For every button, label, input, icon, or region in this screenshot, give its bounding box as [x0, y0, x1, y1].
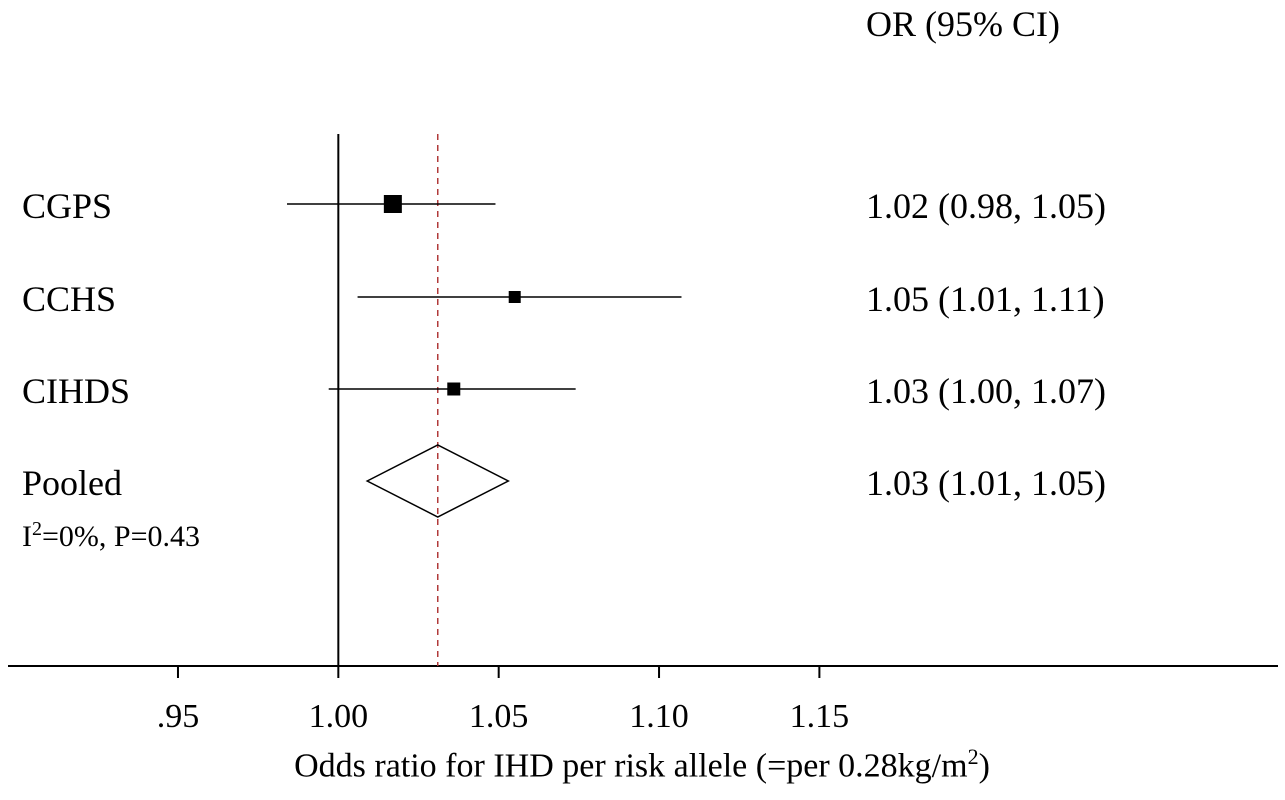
point-estimate-cchs: [508, 291, 521, 303]
axes: [8, 134, 1278, 678]
study-label-pooled: Pooled: [22, 463, 123, 503]
study-label-cgps: CGPS: [22, 186, 113, 226]
marks: [287, 195, 682, 518]
x-tick-label: 1.10: [629, 698, 689, 735]
x-axis-label-main: Odds ratio for IHD per risk allele (=per…: [294, 747, 968, 785]
heterogeneity-label: I2=0%, P=0.43: [22, 519, 200, 552]
point-estimate-cgps: [383, 195, 402, 213]
het-superscript: 2: [32, 518, 42, 540]
ci-text-pooled: 1.03 (1.01, 1.05): [866, 463, 1106, 503]
x-tick-label: .95: [156, 698, 200, 735]
ci-text-cgps: 1.02 (0.98, 1.05): [866, 186, 1106, 226]
x-axis-label-superscript: 2: [967, 744, 979, 769]
study-label-cchs: CCHS: [22, 279, 117, 319]
x-tick-label: 1.05: [468, 698, 529, 735]
het-suffix: =0%, P=0.43: [42, 520, 201, 553]
ci-text-cihds: 1.03 (1.00, 1.07): [866, 371, 1106, 411]
het-prefix: I: [22, 520, 32, 553]
ci-text-cchs: 1.05 (1.01, 1.11): [866, 279, 1105, 319]
x-tick-label: 1.15: [789, 698, 850, 735]
point-estimate-cihds: [447, 382, 461, 396]
study-label-cihds: CIHDS: [22, 371, 131, 411]
pooled-diamond: [365, 444, 510, 518]
x-axis-label: Odds ratio for IHD per risk allele (=per…: [294, 746, 990, 783]
x-axis-label-tail: ): [978, 747, 990, 785]
ci-column-header: OR (95% CI): [866, 4, 1060, 44]
x-tick-label: 1.00: [308, 698, 369, 735]
